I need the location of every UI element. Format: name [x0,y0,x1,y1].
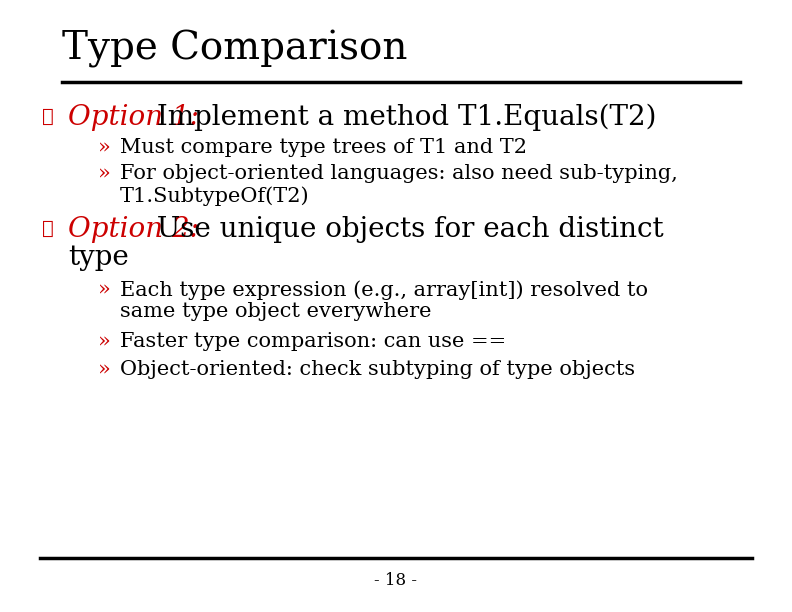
Text: »: » [98,360,111,379]
Text: type: type [68,244,129,271]
Text: same type object everywhere: same type object everywhere [120,302,432,321]
Text: Faster type comparison: can use ==: Faster type comparison: can use == [120,332,506,351]
Text: »: » [98,332,111,351]
Text: For object-oriented languages: also need sub-typing,: For object-oriented languages: also need… [120,164,678,183]
Text: T1.SubtypeOf(T2): T1.SubtypeOf(T2) [120,186,310,206]
Text: Option 1:: Option 1: [68,104,199,131]
Text: Must compare type trees of T1 and T2: Must compare type trees of T1 and T2 [120,138,527,157]
Text: ❖: ❖ [42,108,54,126]
Text: ❖: ❖ [42,220,54,238]
Text: »: » [98,138,111,157]
Text: Option 2:: Option 2: [68,216,199,243]
Text: - 18 -: - 18 - [375,572,417,589]
Text: Use unique objects for each distinct: Use unique objects for each distinct [148,216,664,243]
Text: »: » [98,164,111,183]
Text: Object-oriented: check subtyping of type objects: Object-oriented: check subtyping of type… [120,360,635,379]
Text: Each type expression (e.g., array[int]) resolved to: Each type expression (e.g., array[int]) … [120,280,648,300]
Text: »: » [98,280,111,299]
Text: Implement a method T1.Equals(T2): Implement a method T1.Equals(T2) [148,104,657,132]
Text: Type Comparison: Type Comparison [62,30,408,68]
